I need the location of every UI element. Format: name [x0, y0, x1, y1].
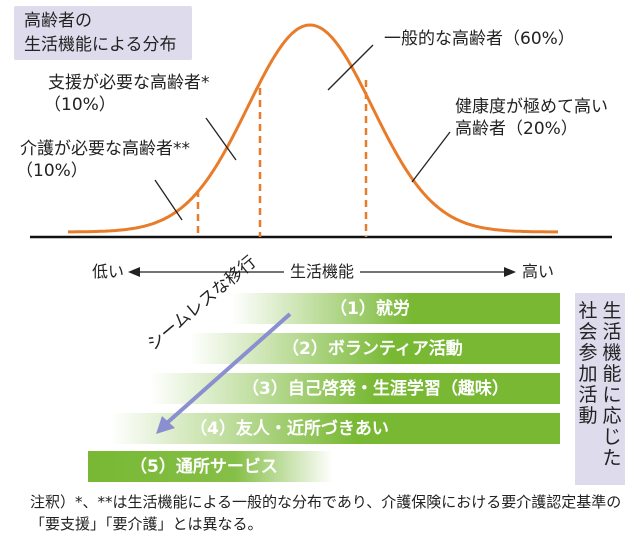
pointer-general [327, 44, 374, 91]
pointer-care [154, 179, 183, 221]
activity-learning: （3）自己啓発・生涯学習（趣味） [242, 379, 509, 399]
label-support-1: 支援が必要な高齢者* [48, 73, 210, 93]
pointer-support [205, 117, 237, 161]
side-text-left: 社会参加活動 [578, 300, 598, 427]
title-line2: 生活機能による分布 [24, 35, 177, 55]
pointer-healthy [411, 131, 451, 183]
bar-friends [110, 413, 560, 444]
axis-low-label: 低い [92, 262, 125, 281]
activity-friends: （4）友人・近所づきあい [190, 419, 389, 439]
axis-arrow-left [128, 267, 140, 277]
label-healthy-1: 健康度が極めて高い [455, 97, 608, 117]
activity-volunteer: （2）ボランティア活動 [282, 339, 463, 359]
label-care-2: （10%） [16, 161, 88, 181]
axis-arrow-right [504, 267, 516, 277]
axis-title: 生活機能 [284, 262, 361, 282]
seamless-arrow-head [156, 416, 175, 434]
side-text-right: 生活機能に応じた [602, 300, 622, 469]
social-participation-box: 生活機能に応じた 社会参加活動 [575, 293, 625, 485]
activity-day-service: （5）通所サービス [130, 457, 278, 477]
bell-curve [68, 23, 558, 234]
label-care-1: 介護が必要な高齢者** [20, 139, 190, 159]
label-support-2: （10%） [44, 95, 116, 115]
bar-day-service [88, 451, 333, 482]
activity-work: （1）就労 [330, 299, 410, 319]
axis-high-label: 高い [522, 262, 555, 281]
label-general: 一般的な高齢者（60%） [384, 29, 575, 49]
diagram-title-box: 高齢者の 生活機能による分布 [14, 6, 192, 60]
label-healthy-2: 高齢者（20%） [455, 119, 578, 139]
footnote: 注釈）*、**は生活機能による一般的な分布であり、介護保険における要介護認定基準… [30, 493, 622, 533]
seamless-arrow-line [166, 312, 292, 424]
title-line1: 高齢者の [24, 11, 92, 31]
